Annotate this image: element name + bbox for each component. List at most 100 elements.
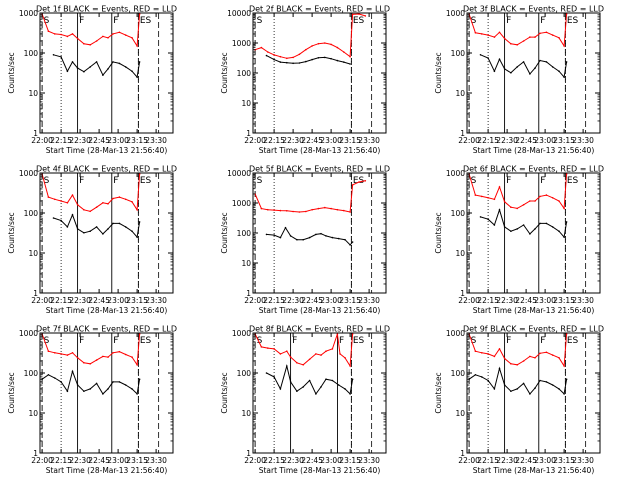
data-point-events xyxy=(124,66,127,68)
data-point-events xyxy=(47,374,50,376)
y-tick-label: 1 xyxy=(33,129,38,138)
data-point-lld xyxy=(539,195,541,198)
data-point-events xyxy=(337,384,340,386)
data-point-lld xyxy=(279,55,282,58)
x-tick-label: 23:30 xyxy=(145,456,167,465)
data-point-lld xyxy=(76,357,79,359)
data-point-lld xyxy=(89,363,91,365)
x-tick-label: 22:15 xyxy=(50,456,72,465)
data-point-events xyxy=(136,76,138,78)
series-line-events xyxy=(468,366,568,395)
data-point-lld xyxy=(102,35,104,38)
data-point-lld xyxy=(565,333,568,335)
data-point-events xyxy=(503,68,506,70)
data-point-lld xyxy=(563,365,565,367)
data-point-events xyxy=(479,54,482,56)
data-point-lld xyxy=(336,46,339,49)
data-point-lld xyxy=(565,173,568,175)
data-point-lld xyxy=(83,209,85,211)
data-point-events xyxy=(279,61,282,63)
series-line-events xyxy=(266,226,353,246)
marker-label: S xyxy=(257,16,263,26)
marker-label: ES xyxy=(567,16,579,26)
data-point-events xyxy=(320,386,322,388)
marker-label: S xyxy=(257,336,263,346)
data-point-lld xyxy=(279,353,282,355)
data-point-events xyxy=(118,222,121,225)
x-tick-label: 23:15 xyxy=(126,136,148,145)
x-tick-label: 23:30 xyxy=(572,136,594,145)
data-point-lld xyxy=(336,333,339,335)
data-point-events xyxy=(52,217,55,219)
data-point-events xyxy=(545,381,548,383)
data-point-lld xyxy=(107,203,109,205)
marker-label: ES xyxy=(140,176,152,186)
data-point-events xyxy=(474,374,477,376)
data-point-events xyxy=(302,386,305,388)
x-axis-label: Start Time (28-Mar-13 21:56:40) xyxy=(259,146,381,155)
y-tick-label: 10 xyxy=(455,249,465,258)
x-axis-label: Start Time (28-Mar-13 21:56:40) xyxy=(473,146,595,155)
data-point-events xyxy=(76,228,79,230)
plot-frame xyxy=(39,332,174,454)
data-point-events xyxy=(66,226,69,228)
data-point-events xyxy=(563,236,565,238)
data-point-lld xyxy=(317,207,320,210)
x-tick-label: 23:15 xyxy=(126,296,148,305)
data-point-lld xyxy=(534,357,536,359)
x-tick-label: 22:30 xyxy=(282,456,304,465)
data-point-lld xyxy=(510,206,512,208)
series-line-lld xyxy=(41,333,141,367)
data-point-events xyxy=(565,221,568,223)
x-tick-label: 22:30 xyxy=(496,296,518,305)
detector-panel-7: S F F ES 1 10 100 1000 22:0022:1522:3022:4523:00… xyxy=(7,325,177,476)
x-tick-label: 22:00 xyxy=(31,296,53,305)
data-point-events xyxy=(510,72,512,74)
y-tick-label: 1000 xyxy=(446,169,465,178)
data-point-events xyxy=(349,244,351,246)
y-tick-label: 1 xyxy=(460,289,465,298)
series-line-events xyxy=(266,55,351,65)
x-tick-label: 23:30 xyxy=(145,296,167,305)
data-point-events xyxy=(89,230,91,232)
y-tick-label: 1000 xyxy=(19,9,38,18)
data-point-lld xyxy=(534,200,536,202)
data-point-events xyxy=(317,57,320,59)
y-tick-label: 100 xyxy=(451,209,466,218)
y-tick-label: 10 xyxy=(241,99,251,108)
data-point-events xyxy=(107,68,109,70)
data-point-lld xyxy=(71,33,74,35)
series-line-events xyxy=(41,369,141,395)
data-point-lld xyxy=(102,202,104,204)
x-tick-label: 22:45 xyxy=(301,456,323,465)
data-point-events xyxy=(487,57,489,59)
data-point-lld xyxy=(539,32,541,35)
data-point-events xyxy=(289,381,292,383)
y-tick-label: 1 xyxy=(33,289,38,298)
y-axis-label: Counts/sec xyxy=(220,52,229,93)
y-tick-label: 1000 xyxy=(232,199,251,208)
x-tick-label: 23:15 xyxy=(339,296,361,305)
data-point-lld xyxy=(493,198,496,201)
data-point-lld xyxy=(534,36,536,38)
plot-frame xyxy=(39,12,174,134)
data-point-lld xyxy=(112,33,114,35)
y-tick-label: 10 xyxy=(241,409,251,418)
panel-title: Det 3f BLACK = Events, RED = LLD xyxy=(463,5,604,14)
data-point-lld xyxy=(95,206,98,208)
x-tick-label: 22:30 xyxy=(69,136,91,145)
data-point-events xyxy=(516,228,518,230)
data-point-lld xyxy=(487,34,489,36)
data-point-lld xyxy=(76,204,79,206)
data-point-lld xyxy=(481,33,483,35)
data-point-lld xyxy=(331,348,334,350)
data-point-events xyxy=(112,381,114,383)
data-point-events xyxy=(89,388,91,390)
data-point-lld xyxy=(320,354,322,356)
marker-label: F xyxy=(540,16,545,26)
data-point-events xyxy=(296,390,298,393)
data-point-events xyxy=(487,218,489,220)
y-tick-label: 10000 xyxy=(227,169,251,178)
x-axis-label: Start Time (28-Mar-13 21:56:40) xyxy=(46,306,168,315)
